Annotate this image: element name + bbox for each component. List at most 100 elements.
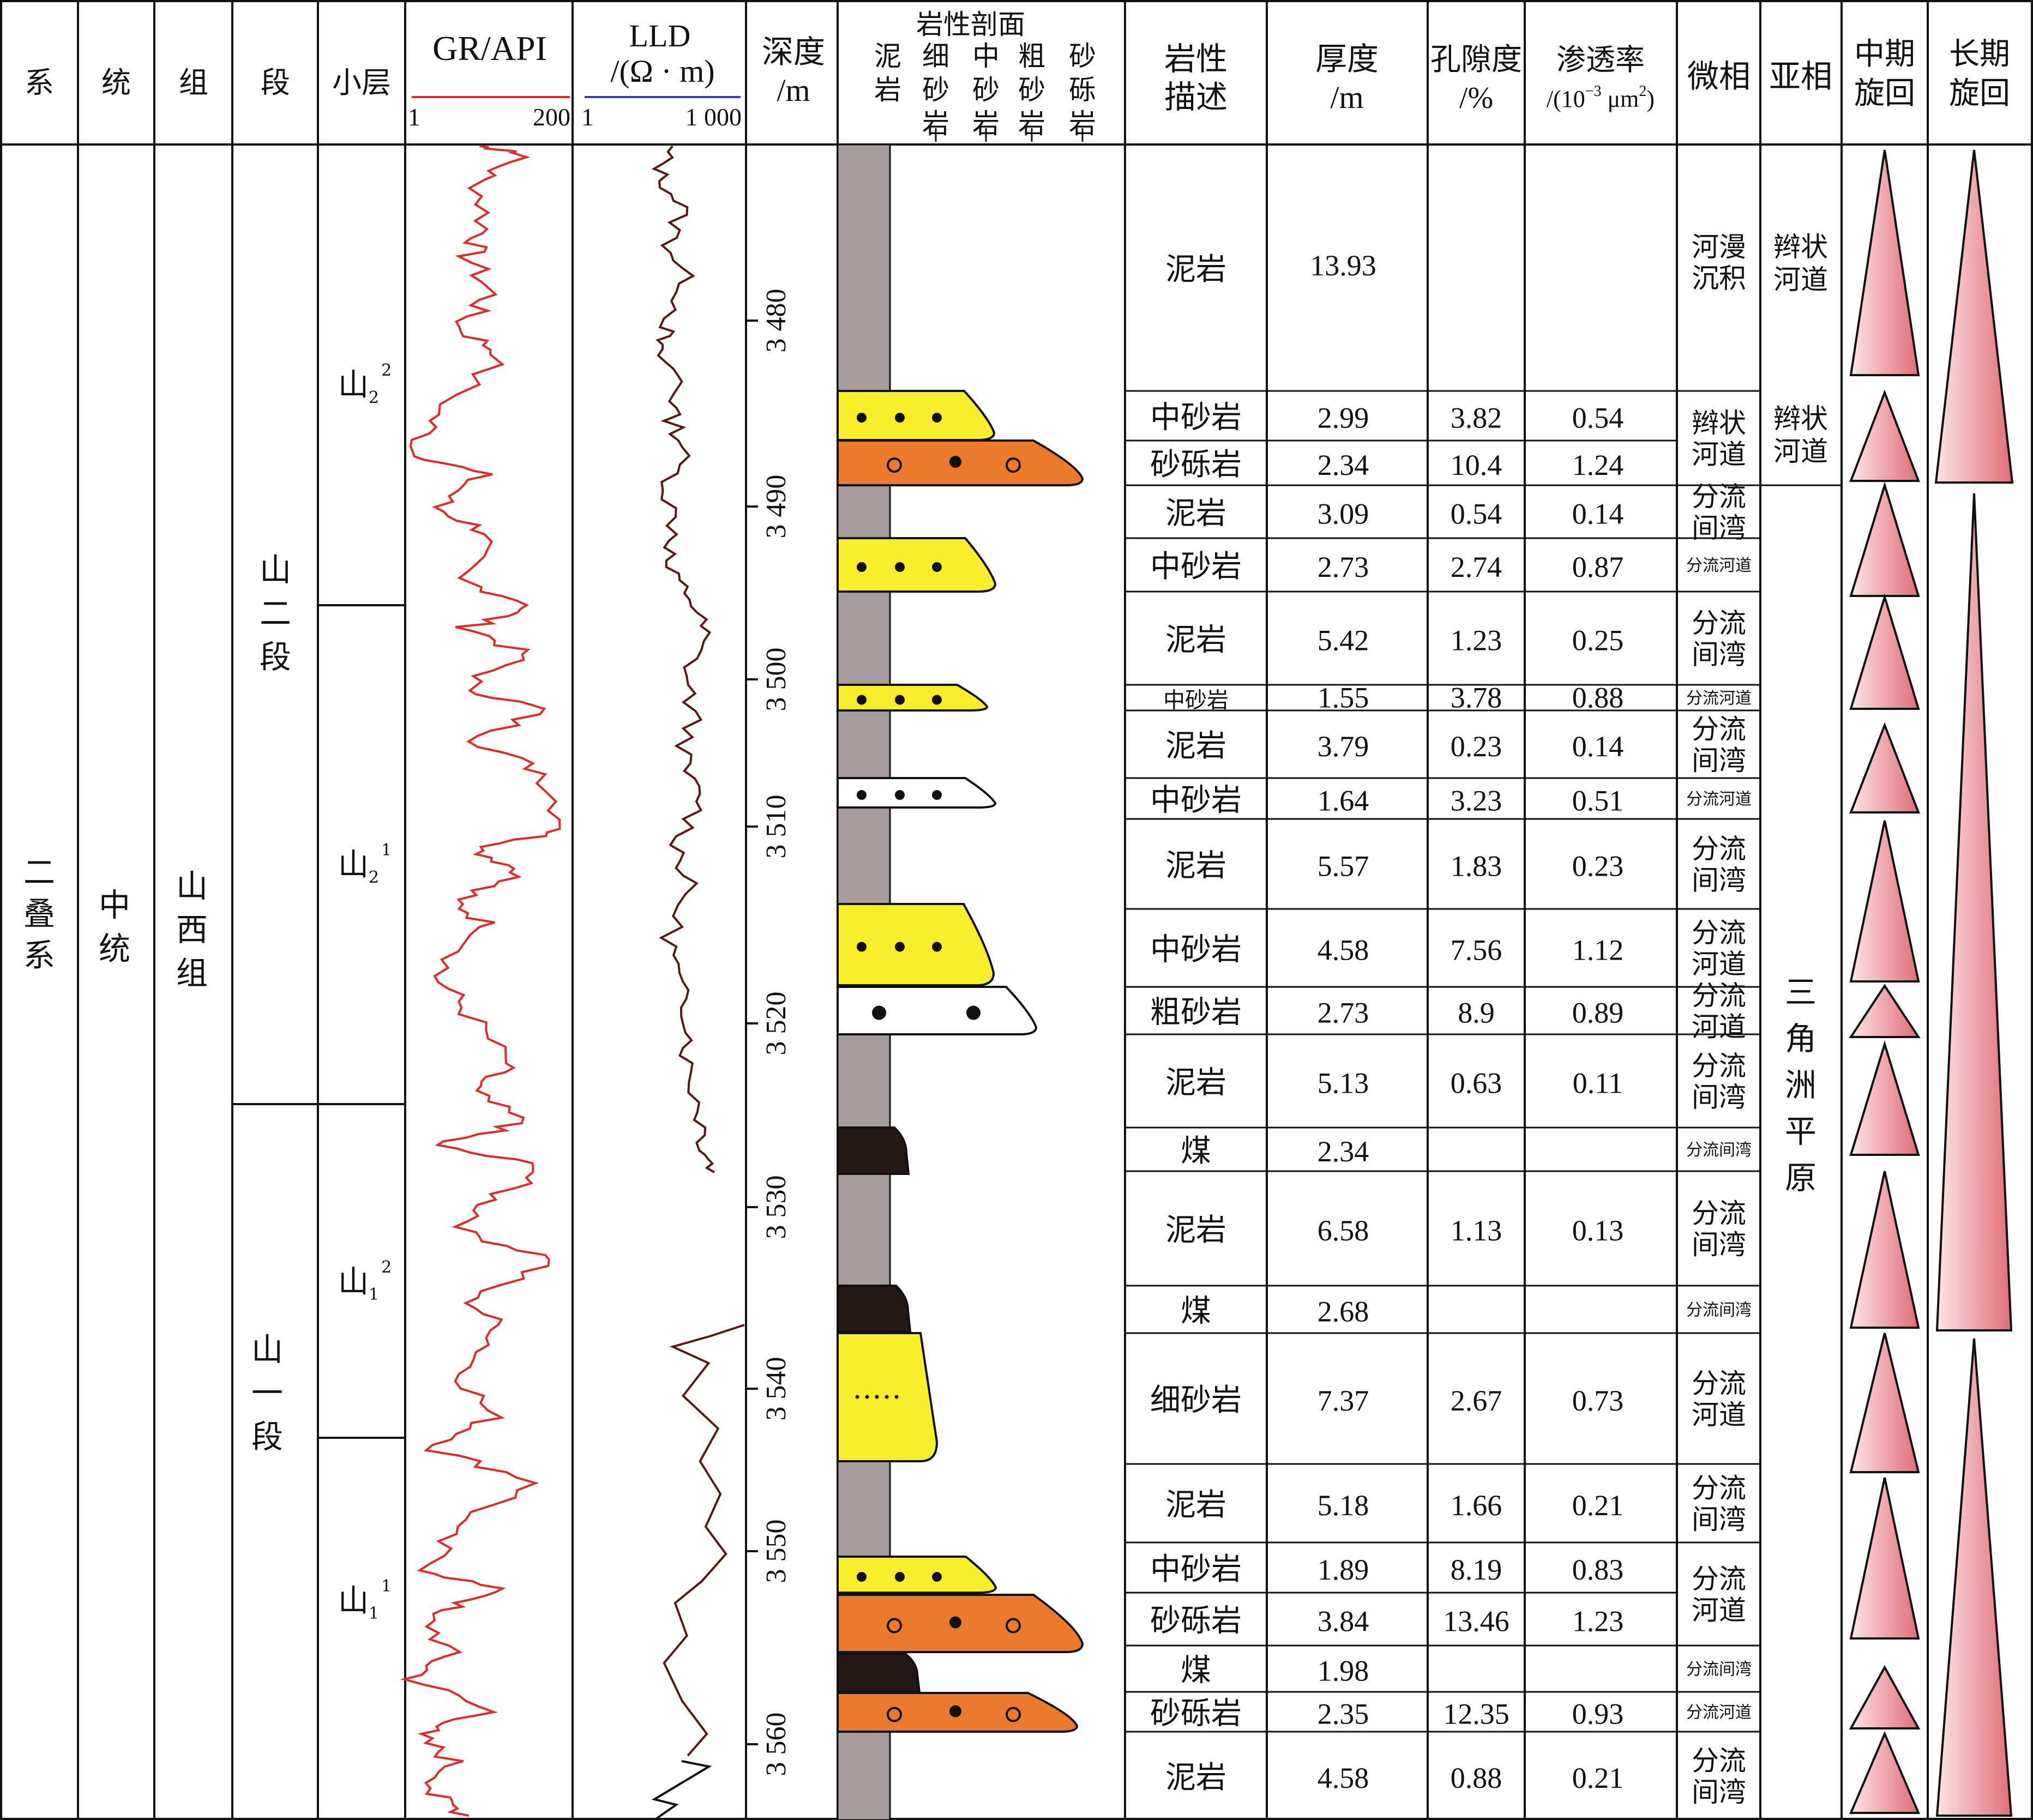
microfacies-label: 分流间湾 (1686, 1141, 1752, 1160)
header-duan: 段 (261, 65, 290, 100)
depth-tick-label: 3 500 (761, 648, 792, 712)
thickness-value: 5.18 (1318, 1489, 1369, 1522)
lithology-bed-medium-sand (837, 903, 995, 986)
mid-term-cycle-triangle (1849, 820, 1920, 983)
fine-sand-dot (885, 1395, 889, 1399)
sand-dot (857, 562, 867, 572)
mid-term-cycle-triangle (1849, 481, 1920, 597)
grain-dot (949, 456, 961, 468)
mid-term-cycle-triangle (1849, 389, 1920, 482)
lld-curve (651, 145, 745, 1757)
header-tong: 统 (101, 65, 131, 100)
sand-dot (932, 942, 942, 952)
porosity-value: 2.74 (1451, 551, 1502, 583)
permeability-value: 0.13 (1572, 1214, 1624, 1247)
member-label-upper: 段 (260, 638, 291, 676)
microfacies-label: 间湾 (1692, 1504, 1746, 1535)
member-label-lower: 山 (251, 1331, 283, 1368)
gr-max: 200 (533, 103, 570, 131)
thickness-value: 1.89 (1318, 1553, 1369, 1586)
permeability-value: 1.24 (1572, 449, 1624, 481)
thickness-value: 1.55 (1318, 682, 1369, 714)
sand-dot (932, 1572, 942, 1582)
thickness-value: 6.58 (1318, 1214, 1369, 1247)
thickness-value: 2.35 (1318, 1698, 1369, 1731)
microfacies-label: 分流 (1692, 1197, 1746, 1229)
porosity-value: 1.13 (1451, 1214, 1502, 1247)
lithology-description: 中砂岩 (1150, 549, 1242, 584)
micro-header: 微相 (1687, 58, 1751, 95)
fine-sand-dot (855, 1395, 859, 1399)
microfacies-label: 分流 (1692, 980, 1746, 1011)
mid-term-cycle-triangle (1849, 1665, 1921, 1729)
porosity-value: 7.56 (1451, 934, 1502, 967)
mid-term-cycle-triangle (1849, 1171, 1920, 1329)
thickness-value: 2.73 (1318, 551, 1369, 583)
permeability-value: 0.21 (1572, 1489, 1624, 1522)
lithology-description: 煤 (1181, 1653, 1211, 1689)
mid-cycle-header-2: 旋回 (1854, 76, 1915, 111)
thickness-value: 1.98 (1318, 1655, 1369, 1688)
litho-title: 岩性剖面 (916, 9, 1025, 40)
microfacies-label: 河道 (1692, 438, 1746, 470)
microfacies-label: 分流 (1692, 1745, 1746, 1776)
microfacies-label: 分流 (1692, 1563, 1746, 1595)
pebble-circle (887, 1707, 902, 1722)
lithology-description: 细砂岩 (1150, 1383, 1242, 1418)
mid-term-cycle-triangle (1849, 722, 1920, 813)
fine-sand-dot (865, 1395, 869, 1399)
subfacies-label: 三 (1785, 974, 1817, 1011)
grain-dot (949, 1705, 961, 1717)
porosity-value: 0.88 (1451, 1762, 1502, 1794)
long-term-cycle-triangle (1935, 1338, 2013, 1817)
litho-col-label: 泥 (874, 40, 901, 72)
microfacies-label: 间湾 (1692, 512, 1746, 544)
microfacies-label: 分流间湾 (1686, 1660, 1752, 1679)
lithology-description: 泥岩 (1165, 848, 1226, 884)
sand-dot (895, 562, 905, 572)
porosity-value: 3.82 (1451, 402, 1502, 435)
sand-dot (895, 1572, 905, 1582)
mid-term-cycle-triangle (1849, 1731, 1921, 1814)
system-label: 系 (23, 937, 55, 974)
microfacies-label: 分流 (1692, 833, 1746, 865)
litho-col-label: 砂 (1069, 40, 1096, 72)
depth-unit: /m (777, 73, 810, 108)
thickness-value: 2.34 (1318, 449, 1369, 481)
lithology-description: 泥岩 (1165, 728, 1226, 764)
litho-col-label: 岩 (874, 74, 901, 106)
desc-header: 岩性 (1164, 40, 1228, 77)
lld-max: 1 000 (685, 103, 742, 131)
microfacies-label: 沉积 (1692, 263, 1746, 294)
thickness-value: 3.79 (1318, 730, 1369, 763)
sand-dot (895, 413, 905, 423)
sand-dot (895, 695, 905, 705)
sand-dot (932, 562, 942, 572)
porosity-value: 0.23 (1451, 730, 1502, 763)
porosity-value: 0.63 (1451, 1067, 1502, 1100)
permeability-value: 0.87 (1572, 551, 1624, 583)
long-term-cycle-triangle (1934, 149, 2014, 484)
permeability-value: 0.11 (1573, 1067, 1623, 1100)
permeability-value: 0.73 (1572, 1384, 1624, 1417)
microfacies-label: 分流间湾 (1686, 1300, 1752, 1319)
lithology-description: 中砂岩 (1150, 783, 1242, 818)
lld-unit: /(Ω · m) (610, 53, 714, 89)
long-cycle-header-2: 旋回 (1949, 76, 2010, 111)
lithology-description: 砂砾岩 (1150, 447, 1242, 483)
mid-term-cycle-triangle (1849, 984, 1921, 1038)
microfacies-label: 分流 (1692, 1050, 1746, 1082)
gr-min: 1 (408, 103, 420, 131)
microfacies-label: 分流河道 (1686, 790, 1752, 809)
thickness-value: 2.99 (1318, 402, 1369, 435)
poro-header: 孔隙度 (1430, 42, 1522, 77)
subfacies-label: 河道 (1773, 436, 1828, 467)
permeability-value: 0.21 (1572, 1762, 1624, 1794)
microfacies-label: 辫状 (1692, 407, 1746, 439)
member-label-lower: 一 (251, 1375, 283, 1412)
grain-dot (949, 1616, 961, 1629)
sand-dot (932, 790, 942, 800)
lithology-description: 泥岩 (1165, 1065, 1226, 1101)
microfacies-label: 间湾 (1692, 1229, 1746, 1261)
